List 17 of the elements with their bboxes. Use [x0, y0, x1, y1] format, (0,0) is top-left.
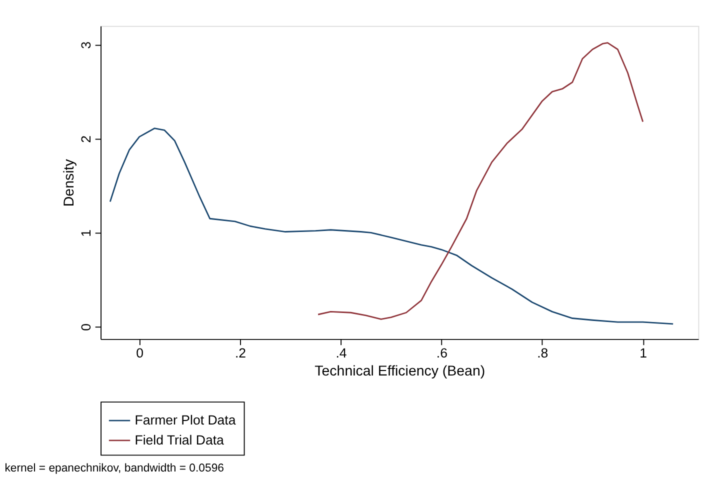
legend-label: Farmer Plot Data: [134, 412, 236, 428]
x-tick-label: .6: [436, 345, 448, 360]
text: kernel = epanechnikov, bandwidth = 0.0596: [4, 462, 224, 474]
y-tick-label: 0: [78, 324, 94, 331]
x-tick-label: 0: [136, 345, 144, 360]
x-tick-label: .4: [336, 345, 347, 360]
legend-label: Field Trial Data: [134, 432, 225, 448]
y-tick-label: 1: [78, 229, 94, 237]
x-tick-label: .2: [234, 345, 246, 360]
y-axis-title: Density: [62, 158, 78, 207]
y-tick-label: 2: [78, 135, 94, 143]
line-series: [317, 42, 644, 320]
y-tick-label: 3: [78, 41, 94, 49]
x-tick-label: 1: [640, 345, 648, 360]
line-series: [109, 128, 674, 325]
x-tick-label: .8: [537, 345, 548, 360]
x-axis-title: Technical Efficiency (Bean): [314, 363, 486, 380]
